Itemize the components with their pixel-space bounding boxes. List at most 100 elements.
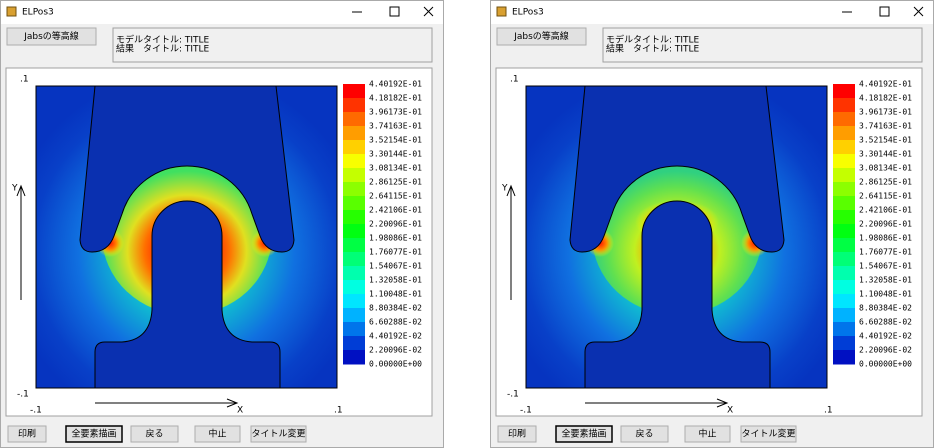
- contour-button[interactable]: [6, 27, 97, 46]
- legend-label: 1.10048E-01: [369, 290, 422, 299]
- legend-label: 4.40192E-01: [859, 80, 912, 89]
- legend-swatch: [833, 350, 855, 365]
- y-arrow: [16, 184, 26, 300]
- y-bottom-label: -.1: [17, 390, 29, 400]
- button-label[interactable]: 全要素描画: [71, 428, 116, 440]
- button-label[interactable]: 中止: [208, 428, 226, 440]
- legend-swatch: [833, 238, 855, 253]
- legend-swatch: [343, 336, 365, 351]
- legend-label: 0.00000E+00: [369, 360, 422, 369]
- plot-border: [525, 85, 828, 389]
- legend-label: 3.74163E-01: [369, 122, 422, 131]
- button[interactable]: [555, 425, 613, 443]
- legend-swatch: [343, 98, 365, 113]
- y-axis-label: Y: [501, 184, 508, 194]
- contour-button-label[interactable]: Jabsの等高線: [513, 30, 569, 42]
- button-label[interactable]: タイトル変更: [251, 428, 305, 440]
- button[interactable]: [130, 425, 179, 443]
- legend-swatch: [343, 238, 365, 253]
- button-label[interactable]: 印刷: [18, 428, 36, 440]
- maximize-icon: [389, 6, 400, 17]
- legend-swatch: [343, 308, 365, 323]
- legend-label: 1.54067E-01: [369, 262, 422, 271]
- legend-swatch: [343, 266, 365, 281]
- result-title: 結果 タイトル: TITLE: [116, 43, 210, 55]
- x-left-label: -.1: [30, 406, 42, 416]
- maximize-icon: [879, 6, 890, 17]
- legend-swatch: [833, 112, 855, 127]
- punch-region: [94, 200, 281, 388]
- button[interactable]: [740, 425, 797, 443]
- die-region: [526, 86, 785, 253]
- legend-swatch: [833, 182, 855, 197]
- legend-label: 6.60288E-02: [859, 318, 912, 327]
- legend-label: 4.40192E-01: [369, 80, 422, 89]
- legend-swatch: [833, 210, 855, 225]
- contour-button-label[interactable]: Jabsの等高線: [23, 30, 79, 42]
- legend-label: 8.80384E-02: [369, 304, 422, 313]
- legend-swatch: [833, 322, 855, 337]
- legend-swatch: [343, 350, 365, 365]
- legend-swatch: [833, 126, 855, 141]
- x-arrow: [95, 398, 239, 408]
- legend-swatch: [833, 266, 855, 281]
- legend-swatch: [343, 224, 365, 239]
- die-region: [36, 86, 295, 253]
- legend-label: 2.86125E-01: [369, 178, 422, 187]
- legend-swatch: [833, 84, 855, 99]
- legend-swatch: [343, 112, 365, 127]
- contour-plot: [36, 86, 337, 388]
- legend-label: 1.98086E-01: [859, 234, 912, 243]
- legend-swatch: [343, 168, 365, 183]
- button-label[interactable]: 戻る: [635, 428, 653, 440]
- contour-button[interactable]: [496, 27, 587, 46]
- legend-swatch: [833, 140, 855, 155]
- x-axis-label: X: [727, 406, 733, 416]
- window-title: ELPos3: [22, 8, 54, 18]
- legend-swatch: [833, 336, 855, 351]
- legend-swatch: [343, 280, 365, 295]
- legend-label: 3.30144E-01: [369, 150, 422, 159]
- legend-swatch: [833, 280, 855, 295]
- legend-swatch: [833, 154, 855, 169]
- legend-swatch: [343, 196, 365, 211]
- y-bottom-label: -.1: [507, 390, 519, 400]
- legend-label: 2.42106E-01: [859, 206, 912, 215]
- button[interactable]: [7, 425, 47, 443]
- button[interactable]: [65, 425, 123, 443]
- button[interactable]: [620, 425, 669, 443]
- legend-swatch: [833, 168, 855, 183]
- legend-label: 3.52154E-01: [859, 136, 912, 145]
- button[interactable]: [250, 425, 307, 443]
- title-bar: [491, 1, 933, 24]
- legend-label: 2.20096E-02: [859, 346, 912, 355]
- y-top-label: .1: [20, 75, 29, 85]
- model-title: モデルタイトル: TITLE: [606, 34, 700, 46]
- legend-label: 1.54067E-01: [859, 262, 912, 271]
- y-top-label: .1: [510, 75, 519, 85]
- button-label[interactable]: 戻る: [145, 428, 163, 440]
- button-label[interactable]: 全要素描画: [561, 428, 606, 440]
- title-bar: [1, 1, 443, 24]
- button[interactable]: [684, 425, 731, 443]
- legend-swatch: [833, 196, 855, 211]
- legend-label: 3.96173E-01: [859, 108, 912, 117]
- legend-label: 1.76077E-01: [859, 248, 912, 257]
- button[interactable]: [497, 425, 537, 443]
- legend-swatch: [833, 224, 855, 239]
- legend-label: 2.20096E-01: [369, 220, 422, 229]
- button-label[interactable]: 中止: [698, 428, 716, 440]
- legend-swatch: [343, 322, 365, 337]
- legend-swatch: [833, 98, 855, 113]
- close-icon: [423, 6, 434, 17]
- legend-label: 4.40192E-02: [859, 332, 912, 341]
- button-label[interactable]: タイトル変更: [741, 428, 795, 440]
- legend-swatch: [343, 126, 365, 141]
- button[interactable]: [194, 425, 241, 443]
- legend-label: 2.64115E-01: [369, 192, 422, 201]
- legend-label: 1.98086E-01: [369, 234, 422, 243]
- button-label[interactable]: 印刷: [508, 428, 526, 440]
